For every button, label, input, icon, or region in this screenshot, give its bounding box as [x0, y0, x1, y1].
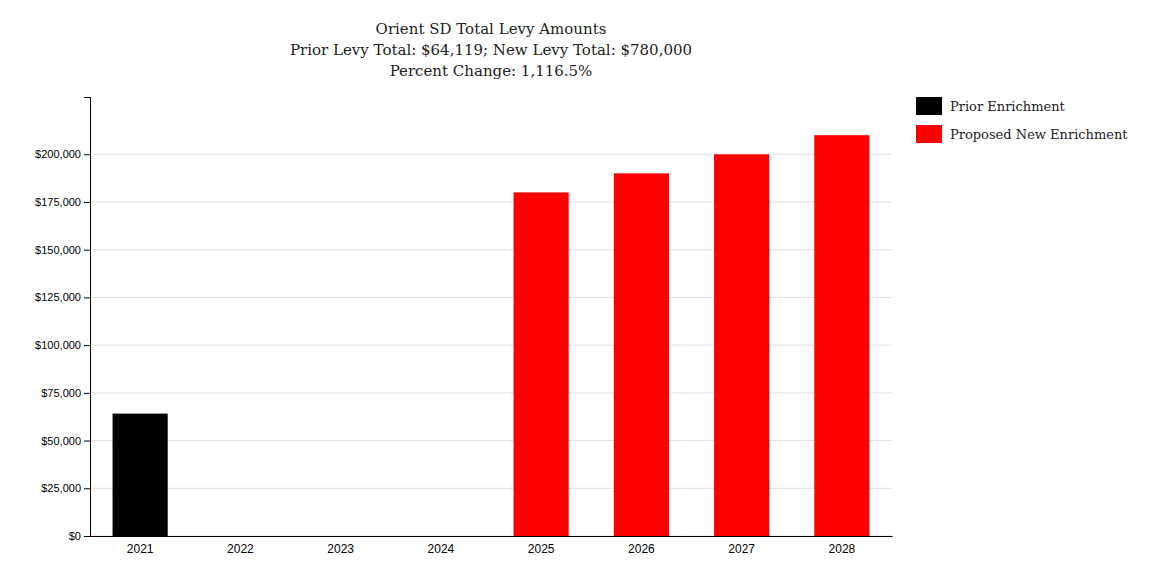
- x-tick: 2027: [728, 542, 755, 556]
- y-tick-label: $50,000: [41, 435, 81, 447]
- legend-item: Proposed New Enrichment: [916, 125, 1128, 143]
- title-line: Prior Levy Total: $64,119; New Levy Tota…: [290, 41, 692, 59]
- grid-line: [90, 488, 892, 489]
- bar: [514, 192, 569, 536]
- y-tick-mark: [84, 536, 90, 537]
- x-tick: 2028: [829, 542, 856, 556]
- title: Orient SD Total Levy Amounts Prior Levy T…: [290, 20, 692, 80]
- y-tick-mark: [84, 488, 90, 489]
- y-tick: $125,000: [35, 291, 90, 303]
- title-line: Percent Change: 1,116.5%: [390, 62, 593, 80]
- x-tick: 2022: [227, 542, 254, 556]
- title-line: Orient SD Total Levy Amounts: [376, 20, 607, 38]
- bar: [614, 173, 669, 536]
- y-tick: $100,000: [35, 339, 90, 351]
- legend-label: Prior Enrichment: [950, 99, 1066, 114]
- bar: [814, 135, 869, 536]
- grid-line: [90, 345, 892, 346]
- y-tick: $0: [69, 530, 90, 542]
- y-tick-label: $75,000: [41, 387, 81, 399]
- x-axis-line: [91, 536, 893, 537]
- y-tick-mark: [84, 393, 90, 394]
- y-tick-label: $150,000: [35, 244, 81, 256]
- y-tick-mark: [84, 345, 90, 346]
- bar: [213, 536, 268, 537]
- grid-line: [90, 297, 892, 298]
- x-tick-label: 2026: [628, 542, 655, 556]
- y-tick-label: $125,000: [35, 291, 81, 303]
- x-tick-label: 2024: [428, 542, 455, 556]
- x-tick: 2026: [628, 542, 655, 556]
- y-axis-line: [84, 98, 91, 537]
- x-tick: 2025: [528, 542, 555, 556]
- bar: [413, 536, 468, 537]
- grid-line: [90, 201, 892, 202]
- x-tick-label: 2021: [127, 542, 154, 556]
- y-tick: $200,000: [35, 148, 90, 160]
- y-axis: $0 $25,000 $50,000 $75,000 $100,000 $125,000 $…: [35, 98, 90, 543]
- y-tick-label: $25,000: [41, 482, 81, 494]
- plot: $0 $25,000 $50,000 $75,000 $100,000 $125,000 $…: [35, 98, 892, 556]
- y-tick-label: $200,000: [35, 148, 81, 160]
- y-tick: $75,000: [41, 387, 90, 399]
- grid-line: [90, 392, 892, 393]
- y-tick: $25,000: [41, 482, 90, 494]
- x-axis: 2021 2022 2023 2024 2025 2026 2027 2028: [91, 537, 893, 556]
- grid-line: [90, 440, 892, 441]
- y-tick-mark: [84, 250, 90, 251]
- y-tick: $50,000: [41, 435, 90, 447]
- x-tick: 2021: [127, 542, 154, 556]
- y-tick-mark: [84, 154, 90, 155]
- grid-line: [90, 249, 892, 250]
- x-tick: 2024: [428, 542, 455, 556]
- bar: [714, 154, 769, 536]
- grid: [90, 154, 892, 536]
- x-tick-label: 2028: [829, 542, 856, 556]
- y-tick: $175,000: [35, 196, 90, 208]
- chart: Orient SD Total Levy Amounts Prior Levy T…: [0, 0, 1152, 576]
- y-tick-mark: [84, 297, 90, 298]
- legend-label: Proposed New Enrichment: [950, 127, 1128, 142]
- x-tick-label: 2022: [227, 542, 254, 556]
- y-tick: $150,000: [35, 244, 90, 256]
- y-tick-label: $100,000: [35, 339, 81, 351]
- bar: [313, 536, 368, 537]
- y-tick-label: $175,000: [35, 196, 81, 208]
- grid-line: [90, 154, 892, 155]
- y-tick-label: $0: [69, 530, 81, 542]
- x-tick: 2023: [327, 542, 354, 556]
- x-tick-label: 2025: [528, 542, 555, 556]
- grid-line: [90, 536, 892, 537]
- legend-item: Prior Enrichment: [916, 97, 1066, 115]
- legend: Prior Enrichment Proposed New Enrichment: [916, 97, 1128, 143]
- x-tick-label: 2027: [728, 542, 755, 556]
- x-tick-label: 2023: [327, 542, 354, 556]
- legend-swatch: [916, 125, 942, 143]
- bar: [113, 414, 168, 536]
- legend-swatch: [916, 97, 942, 115]
- y-tick-mark: [84, 202, 90, 203]
- y-tick-mark: [84, 441, 90, 442]
- bars: [113, 135, 870, 536]
